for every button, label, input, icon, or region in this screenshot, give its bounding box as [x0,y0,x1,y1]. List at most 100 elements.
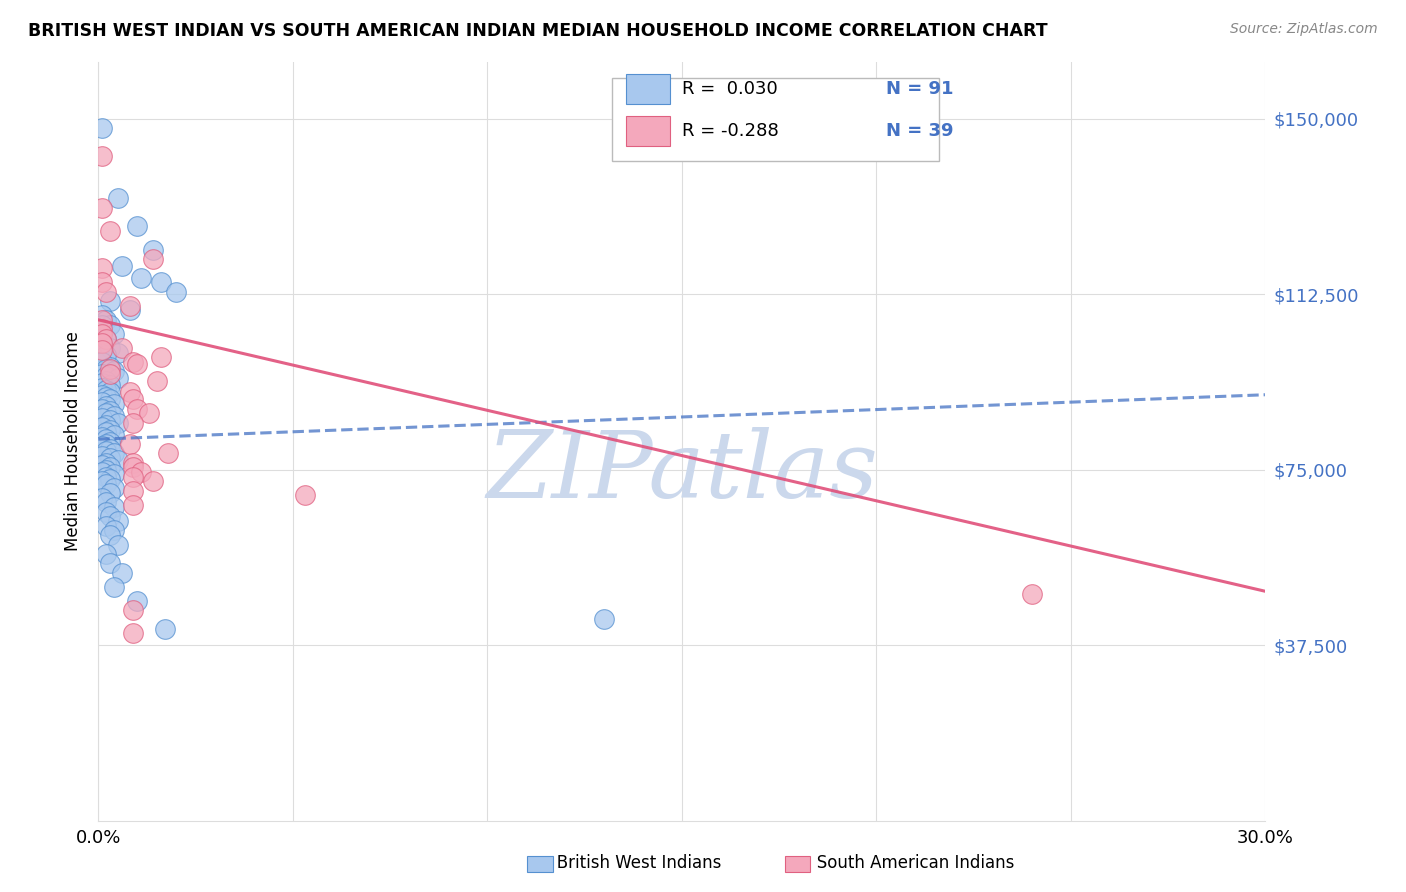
Point [96,437,118,451]
Point [96,362,118,376]
Point [91,326,114,341]
Point [118,385,141,400]
Point [91,388,114,402]
Point [98,318,121,332]
Point [91,367,114,381]
Point [122,483,145,498]
Point [91,261,114,276]
Point [91,336,114,351]
Point [91,120,114,135]
Point [91,411,114,425]
Point [96,390,118,404]
Point [98,359,121,374]
Point [146,374,169,388]
Text: N = 91: N = 91 [886,80,953,98]
Text: British West Indians: British West Indians [541,855,721,872]
Point [129,270,152,285]
Point [122,626,145,640]
Point [96,495,118,509]
Point [91,318,114,332]
Point [107,371,129,385]
Point [96,332,118,346]
Text: N = 39: N = 39 [886,121,953,140]
Point [96,400,118,414]
Point [91,465,114,479]
Point [96,313,118,327]
Point [91,355,114,369]
Point [91,308,114,322]
Point [91,313,114,327]
Point [91,149,114,163]
Point [103,409,125,423]
Y-axis label: Median Household Income: Median Household Income [65,332,83,551]
Point [103,467,125,482]
Point [129,465,152,479]
Text: Source: ZipAtlas.com: Source: ZipAtlas.com [1230,22,1378,37]
Point [98,460,121,475]
Point [103,326,125,341]
Point [122,498,145,512]
Point [118,303,141,318]
Point [91,420,114,434]
Point [96,285,118,299]
Point [98,450,121,465]
Point [96,425,118,440]
Point [103,524,125,538]
FancyBboxPatch shape [527,856,553,872]
Point [91,491,114,505]
Text: R = -0.288: R = -0.288 [682,121,779,140]
Point [96,407,118,421]
FancyBboxPatch shape [612,78,939,161]
Point [127,401,149,416]
Point [98,385,121,400]
Point [98,362,121,376]
Point [118,299,141,313]
Text: R =  0.030: R = 0.030 [682,80,778,98]
Point [107,416,129,430]
Point [98,434,121,449]
Point [1021,587,1043,601]
Point [96,432,118,446]
Point [122,460,145,475]
Point [142,475,165,489]
Point [98,528,121,542]
Point [103,500,125,514]
Point [98,341,121,355]
Point [91,394,114,409]
Point [96,348,118,362]
Point [138,407,160,421]
Point [107,345,129,359]
Point [294,488,316,502]
Text: ZIPatlas: ZIPatlas [486,427,877,516]
Point [91,322,114,336]
Point [91,401,114,416]
Point [91,336,114,351]
Point [118,437,141,451]
Point [98,294,121,309]
Point [91,449,114,463]
Point [149,351,172,365]
Point [98,442,121,456]
Point [96,456,118,470]
Point [103,481,125,495]
Point [91,381,114,395]
Point [149,276,172,290]
Point [91,430,114,444]
Point [96,462,118,476]
Point [103,580,125,594]
Point [122,416,145,430]
Point [98,486,121,500]
Point [98,413,121,427]
Point [103,397,125,411]
Point [96,443,118,458]
Point [103,364,125,378]
Point [107,514,129,528]
Point [153,622,176,636]
Bar [626,116,671,145]
Point [122,603,145,617]
Point [165,285,187,299]
Point [127,593,149,607]
Point [107,191,129,205]
Point [98,556,121,570]
Point [122,469,145,483]
